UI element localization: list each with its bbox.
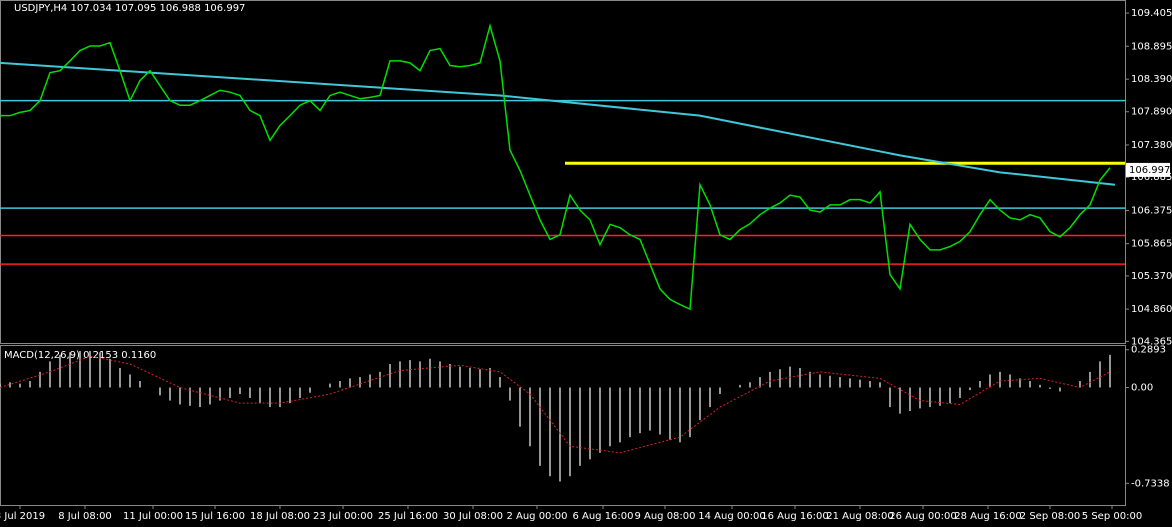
last-price-label: 106.997 — [1129, 165, 1170, 176]
y-tick-label: 106.375 — [1131, 205, 1172, 216]
chart-title: USDJPY,H4 107.034 107.095 106.988 106.99… — [14, 3, 245, 14]
y-tick-label: 105.370 — [1131, 271, 1172, 282]
moving-average — [0, 61, 1116, 186]
y-tick-label: 0.2893 — [1131, 345, 1166, 356]
x-tick-label: 6 Aug 16:00 — [572, 511, 633, 522]
x-tick-label: 23 Jul 00:00 — [313, 511, 373, 522]
y-tick-label: 106.885 — [1131, 172, 1172, 183]
macd-pane — [0, 345, 1126, 506]
y-tick-label: 107.890 — [1131, 107, 1172, 118]
x-tick-label: 5 Sep 00:00 — [1082, 511, 1142, 522]
y-tick-label: 108.390 — [1131, 74, 1172, 85]
y-tick-label: -0.7338 — [1131, 478, 1170, 489]
price-line — [0, 22, 1111, 311]
y-tick-label: 104.860 — [1131, 304, 1172, 315]
x-tick-label: 11 Jul 00:00 — [123, 511, 183, 522]
x-tick-label: 16 Aug 16:00 — [761, 511, 828, 522]
y-tick-label: 104.365 — [1131, 336, 1172, 347]
x-tick-label: 18 Jul 08:00 — [250, 511, 310, 522]
x-tick-label: 2 Sep 08:00 — [1020, 511, 1080, 522]
price-pane — [0, 0, 1126, 344]
x-tick-label: 8 Jul 08:00 — [58, 511, 112, 522]
x-tick-label: 15 Jul 16:00 — [185, 511, 245, 522]
y-tick-label: 105.865 — [1131, 239, 1172, 250]
y-tick-label: 107.380 — [1131, 140, 1172, 151]
last-price-box — [1126, 162, 1170, 177]
x-tick-label: 25 Jul 16:00 — [378, 511, 438, 522]
x-tick-label: 14 Aug 00:00 — [698, 511, 765, 522]
x-tick-label: 2 Aug 00:00 — [506, 511, 567, 522]
x-tick-label: 26 Aug 00:00 — [889, 511, 956, 522]
y-tick-label: 108.895 — [1131, 41, 1172, 52]
x-tick-label: 9 Aug 08:00 — [634, 511, 695, 522]
x-tick-label: 30 Jul 08:00 — [443, 511, 503, 522]
y-tick-label: 0.00 — [1131, 383, 1153, 394]
y-tick-label: 109.405 — [1131, 8, 1172, 19]
x-tick-label: 3 Jul 2019 — [0, 511, 45, 522]
signal-line — [0, 355, 1111, 454]
x-tick-label: 21 Aug 08:00 — [826, 511, 893, 522]
x-tick-label: 28 Aug 16:00 — [954, 511, 1021, 522]
